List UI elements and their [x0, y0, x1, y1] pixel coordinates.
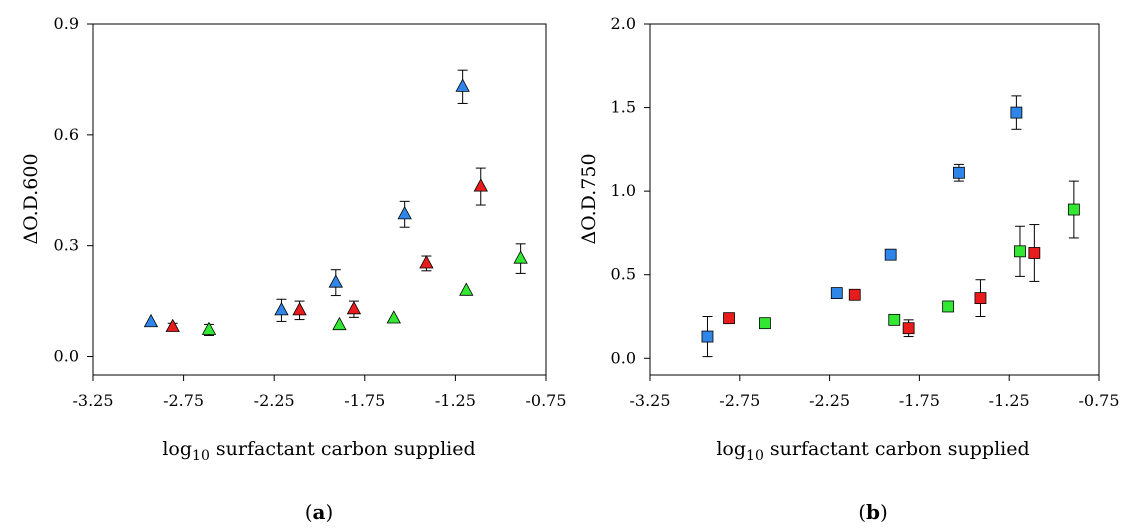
plot-frame-a: [92, 23, 547, 376]
data-point-a-series-1: [397, 205, 412, 220]
data-point-a-series-3: [332, 316, 347, 331]
panel-a: -3.25 -2.75 -2.25 -1.75 -1.25 -0.75 0.0 0.3 0.6 0…: [20, 14, 567, 524]
data-point-a-series-2: [346, 300, 362, 315]
x-tick-label-a: -1.75: [344, 391, 385, 410]
axis-ticks-b: -3.25 -2.75 -2.25 -1.75 -1.25 -0.75 0.0 0.5 1.0 1…: [611, 14, 1120, 410]
data-point-a-series-3: [201, 321, 217, 335]
x-tick-label-a: -2.25: [254, 391, 295, 410]
y-tick-label-a: 0.3: [54, 236, 79, 255]
x-tick-label-b: -2.75: [719, 391, 760, 410]
x-tick-label-b: -1.25: [989, 391, 1030, 410]
y-tick-label-a: 0.9: [54, 14, 79, 33]
data-point-a-series-2: [292, 302, 307, 316]
data-point-a-series-1: [455, 78, 470, 92]
data-point-a-series-1: [143, 313, 159, 328]
y-tick-label-a: 0.0: [54, 347, 79, 366]
data-point-a-series-2: [419, 255, 434, 269]
x-tick-label-a: -0.75: [525, 391, 566, 410]
x-axis-title-a: log10 surfactant carbon supplied: [162, 438, 475, 464]
data-marks-b: [701, 95, 1080, 358]
axis-ticks-a: -3.25 -2.75 -2.25 -1.75 -1.25 -0.75 0.0 0.3 0.6 0…: [54, 14, 567, 410]
y-axis-title-a: ΔO.D.600: [20, 153, 42, 244]
data-point-b-series-3: [759, 317, 771, 330]
plot-frame-b: [649, 23, 1100, 376]
panel-b: -3.25 -2.75 -2.25 -1.75 -1.25 -0.75 0.0 0.5 1.0 1…: [578, 14, 1120, 524]
x-tick-label-a: -2.75: [163, 391, 204, 410]
data-point-b-series-3: [1014, 245, 1026, 258]
y-axis-title-b: ΔO.D.750: [578, 153, 600, 244]
x-tick-label-b: -2.25: [809, 391, 850, 410]
data-point-b-series-1: [1010, 106, 1023, 119]
data-point-b-series-1: [953, 166, 965, 179]
data-point-a-series-3: [386, 310, 401, 324]
data-point-b-series-1: [884, 248, 897, 261]
data-point-b-series-2: [902, 322, 915, 335]
data-point-b-series-2: [974, 292, 987, 305]
y-tick-label-b: 1.0: [611, 181, 636, 200]
y-tick-label-b: 2.0: [611, 14, 636, 33]
data-point-a-series-3: [459, 282, 474, 296]
data-point-b-series-2: [848, 288, 861, 301]
y-tick-label-a: 0.6: [54, 125, 79, 144]
x-tick-label-b: -3.25: [629, 391, 670, 410]
data-point-a-series-3: [513, 250, 528, 264]
data-point-b-series-2: [723, 312, 735, 325]
y-tick-label-b: 0.0: [611, 348, 636, 367]
data-point-b-series-3: [1067, 203, 1080, 216]
data-point-a-series-1: [328, 274, 343, 288]
data-point-b-series-3: [888, 313, 901, 326]
y-tick-label-b: 0.5: [611, 265, 636, 284]
data-point-a-series-2: [473, 178, 488, 192]
x-tick-label-a: -1.25: [435, 391, 476, 410]
x-tick-label-a: -3.25: [72, 391, 113, 410]
y-tick-label-b: 1.5: [611, 98, 636, 117]
data-point-b-series-2: [1028, 247, 1041, 259]
data-marks-a: [143, 69, 528, 336]
x-tick-label-b: -0.75: [1078, 391, 1119, 410]
panel-label-b: (b): [858, 500, 888, 524]
data-point-a-series-1: [274, 302, 289, 316]
x-tick-label-b: -1.75: [899, 391, 940, 410]
data-point-b-series-1: [701, 330, 714, 343]
panel-label-a: (a): [305, 500, 334, 524]
data-point-b-series-3: [942, 300, 955, 313]
data-point-a-series-2: [165, 318, 180, 332]
data-point-b-series-1: [830, 287, 843, 300]
x-axis-title-b: log10 surfactant carbon supplied: [716, 438, 1029, 464]
